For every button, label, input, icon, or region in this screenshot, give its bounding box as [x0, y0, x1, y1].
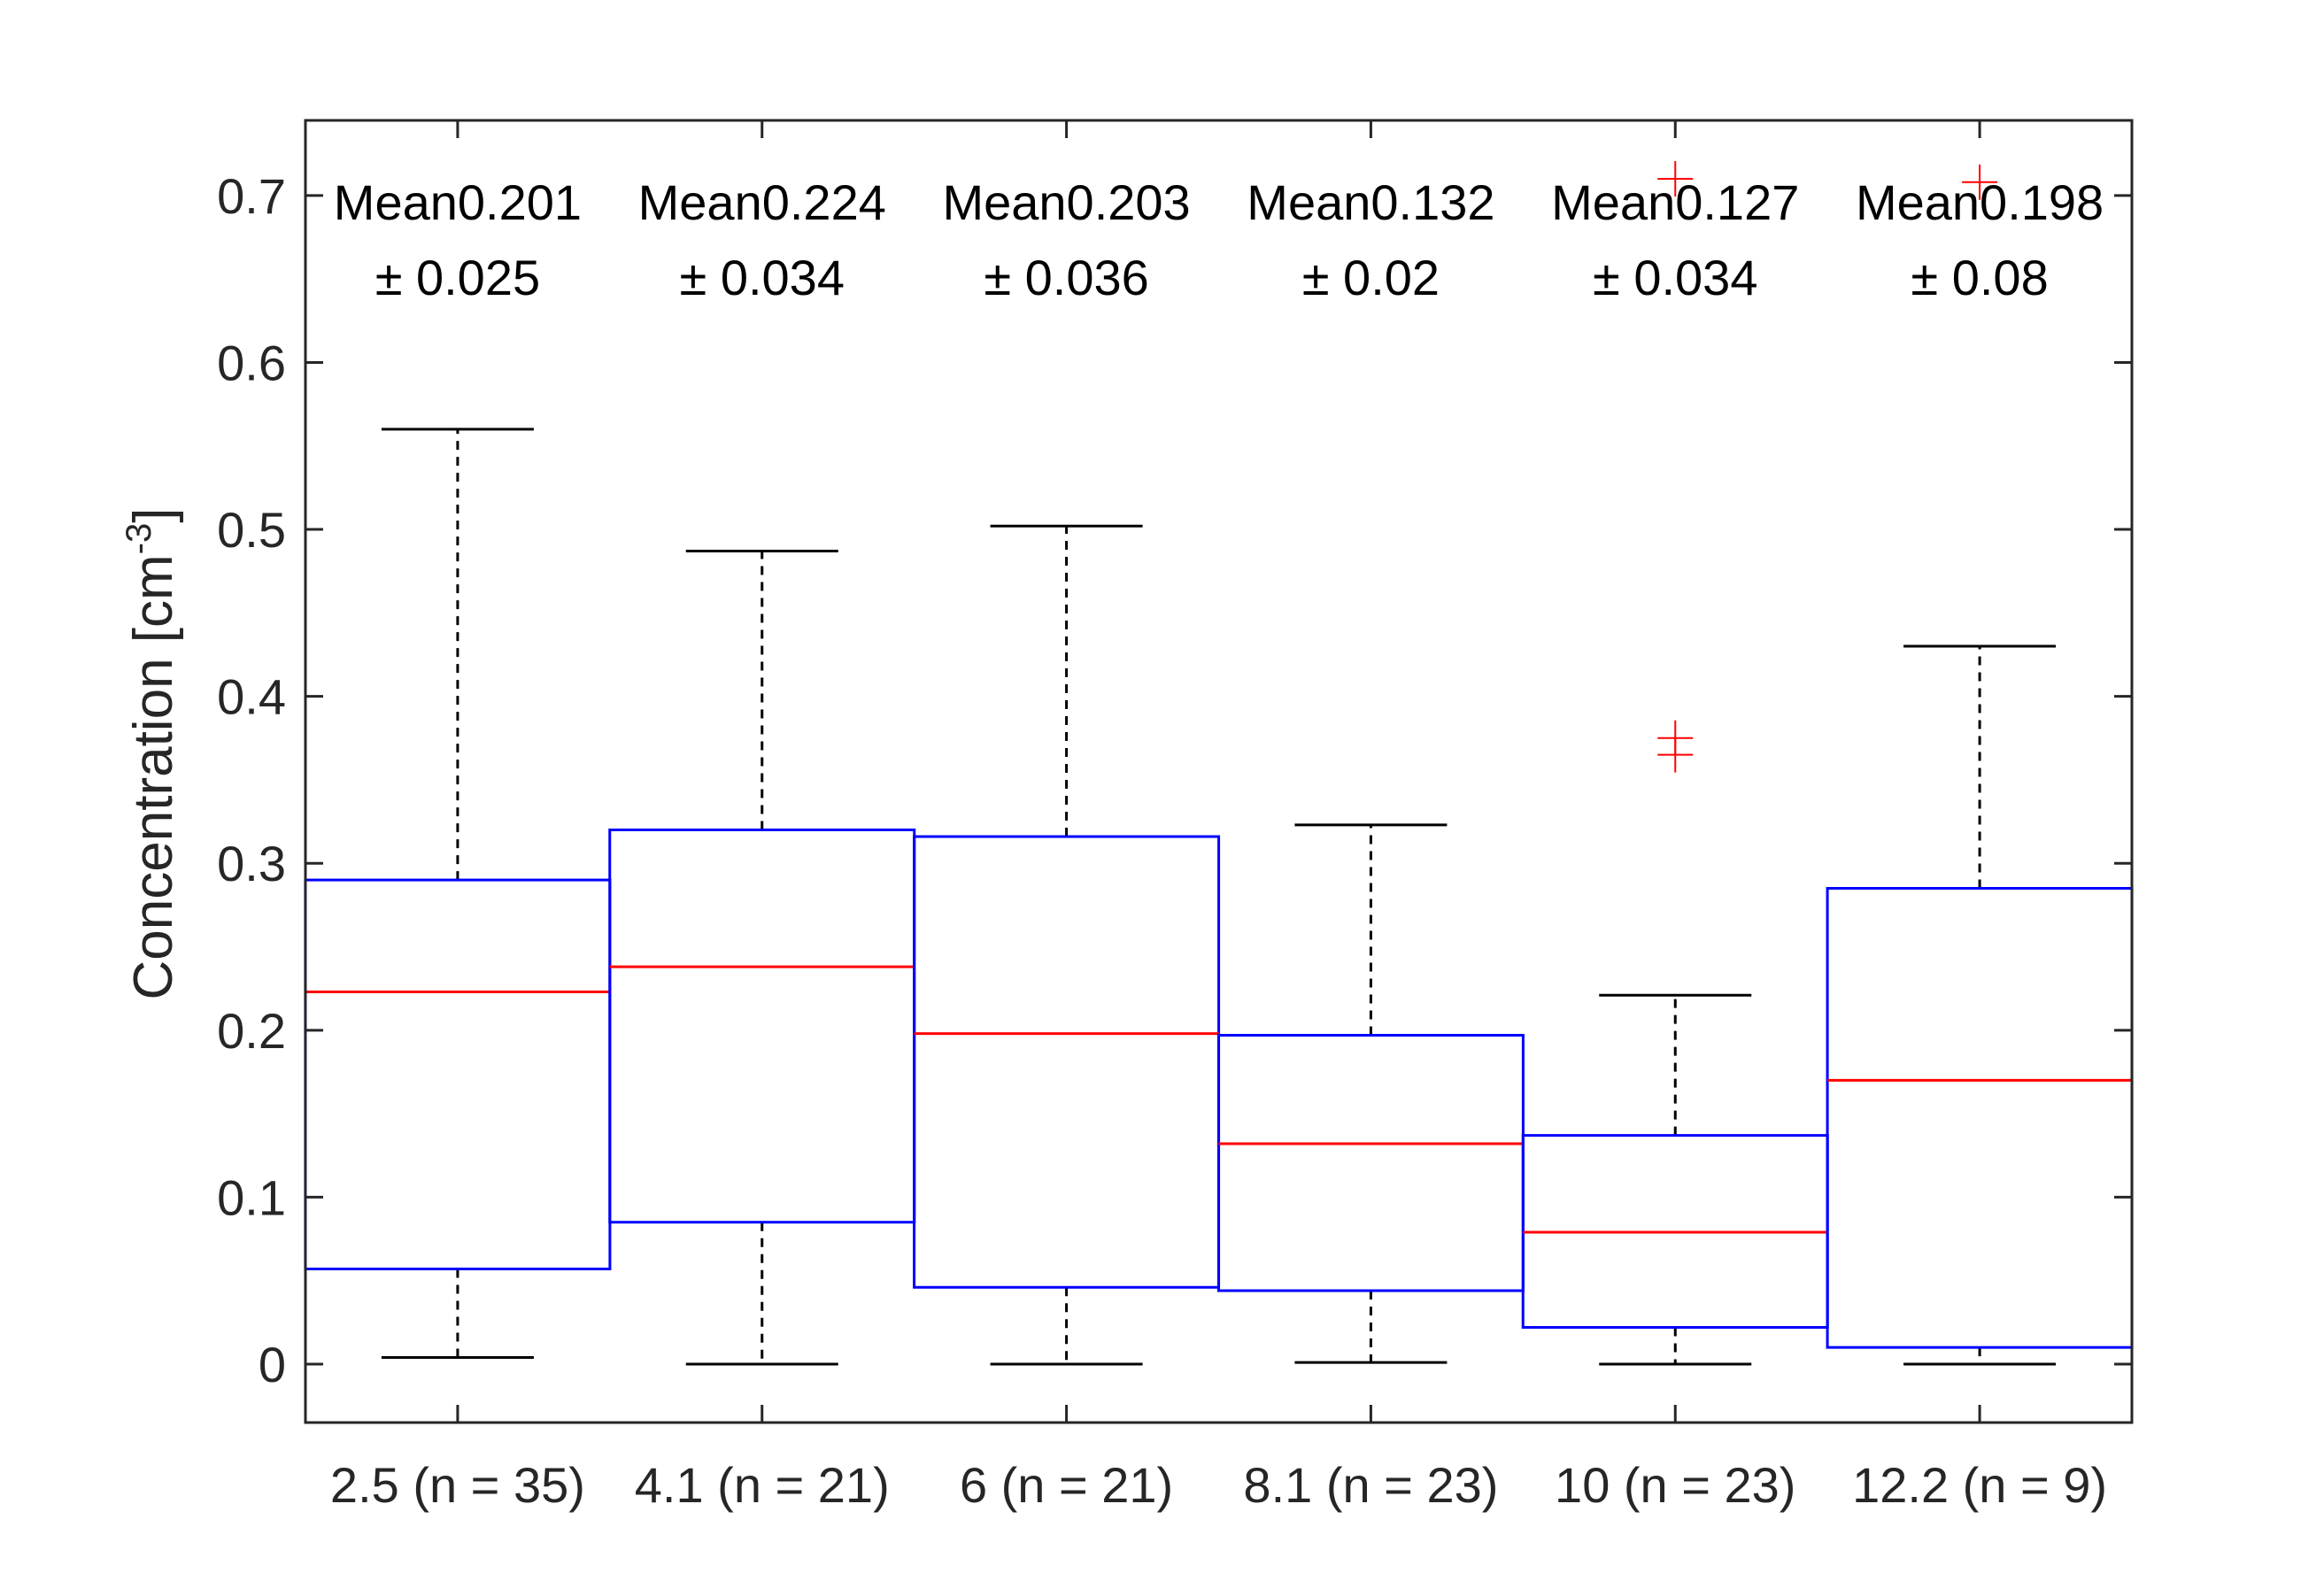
- y-axis-label-close: ]: [123, 508, 184, 523]
- box-group: [1521, 161, 1829, 1366]
- x-tick-label: 6 (n = 21): [960, 1457, 1173, 1513]
- x-tick-label: 8.1 (n = 23): [1243, 1457, 1498, 1513]
- iqr-box: [913, 835, 1221, 1289]
- y-tick-label: 0.1: [217, 1169, 286, 1225]
- std-annotation: ± 0.036: [984, 250, 1148, 305]
- box-group: [1216, 823, 1525, 1364]
- mean-annotation: Mean0.127: [1551, 174, 1799, 230]
- std-annotation: ± 0.02: [1302, 250, 1440, 305]
- y-axis-label: Concentration [cm-3]: [120, 508, 184, 1000]
- std-annotation: ± 0.08: [1911, 250, 2048, 305]
- y-tick-label: 0.6: [217, 335, 286, 390]
- x-ticks-layer: 2.5 (n = 35) 4.1 (n = 21) 6 (n = 21) 8.1 (n…: [330, 120, 2107, 1513]
- iqr-box: [1826, 887, 2134, 1349]
- mean-annotation: Mean0.201: [334, 174, 582, 230]
- box-group: [1826, 164, 2134, 1366]
- y-tick-label: 0.3: [217, 836, 286, 891]
- iqr-box: [1216, 1033, 1525, 1292]
- outlier-marker: [1657, 720, 1694, 756]
- mean-annotation: Mean0.224: [638, 174, 886, 230]
- y-axis-label-text: Concentration [cm: [123, 554, 184, 999]
- x-tick-label: 12.2 (n = 9): [1852, 1457, 2107, 1513]
- y-tick-label: 0: [259, 1337, 286, 1392]
- std-annotation: ± 0.034: [1593, 250, 1757, 305]
- annotations-layer: Mean0.201 ± 0.025 Mean0.224 ± 0.034 Mean0.20…: [334, 174, 2104, 305]
- x-tick-label: 2.5 (n = 35): [330, 1457, 585, 1513]
- boxes-layer: [304, 161, 2134, 1366]
- std-annotation: ± 0.034: [680, 250, 845, 305]
- x-tick-label: 10 (n = 23): [1555, 1457, 1795, 1513]
- plot-frame: [304, 119, 2134, 1424]
- x-tick-label: 4.1 (n = 21): [635, 1457, 890, 1513]
- y-tick-label: 0.2: [217, 1003, 286, 1059]
- mean-annotation: Mean0.198: [1856, 174, 2104, 230]
- y-tick-label: 0.7: [217, 168, 286, 224]
- iqr-box: [608, 829, 916, 1224]
- outlier-marker: [1657, 161, 1694, 197]
- y-tick-label: 0.4: [217, 669, 286, 725]
- box-group: [913, 524, 1221, 1366]
- box-group: [608, 550, 916, 1366]
- mean-annotation: Mean0.203: [942, 174, 1190, 230]
- iqr-box: [304, 878, 612, 1270]
- mean-annotation: Mean0.132: [1247, 174, 1494, 230]
- axes-layer: [304, 119, 2134, 1424]
- std-annotation: ± 0.025: [375, 250, 540, 305]
- y-tick-label: 0.5: [217, 502, 286, 558]
- y-ticks-layer: 0 0.1 0.2 0.3 0.4 0.5 0.6 0.7: [217, 168, 2132, 1392]
- outlier-marker: [1962, 164, 1998, 200]
- box-group: [304, 428, 612, 1359]
- y-axis-label-superscript: -3: [120, 523, 158, 555]
